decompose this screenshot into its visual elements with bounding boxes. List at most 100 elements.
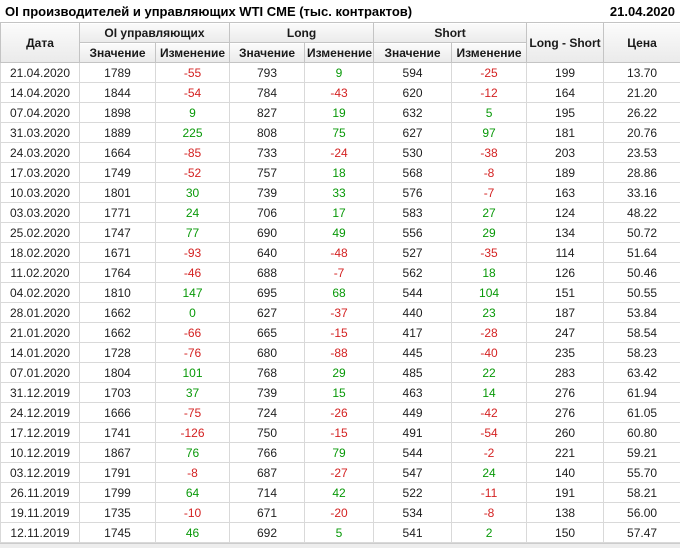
cell-long-value: 739: [229, 382, 306, 403]
cell-date: 25.02.2020: [0, 222, 80, 243]
cell-long-short: 191: [526, 482, 605, 503]
cell-price: 56.00: [603, 502, 680, 523]
subheader-short-value: Значение: [373, 42, 453, 63]
cell-oi-change: -126: [154, 422, 231, 443]
cell-long-value: 687: [229, 462, 306, 483]
cell-oi-value: 1810: [79, 282, 156, 303]
cell-long-change: 17: [304, 202, 375, 223]
col-header-price: Цена: [603, 22, 680, 63]
cell-oi-change: 101: [154, 362, 231, 383]
cell-short-change: 23: [451, 302, 528, 323]
table-row: 21.04.2020 1789 -55 793 9 594 -25 199 13…: [0, 62, 680, 83]
cell-price: 50.46: [603, 262, 680, 283]
cell-price: 33.16: [603, 182, 680, 203]
cell-date: 10.12.2019: [0, 442, 80, 463]
cell-oi-change: -85: [154, 142, 231, 163]
cell-oi-value: 1666: [79, 402, 156, 423]
cell-long-short: 189: [526, 162, 605, 183]
table-row: 14.04.2020 1844 -54 784 -43 620 -12 164 …: [0, 82, 680, 103]
cell-long-change: -7: [304, 262, 375, 283]
cell-price: 61.94: [603, 382, 680, 403]
group-header-oi: OI управляющих: [78, 22, 231, 43]
cell-short-value: 530: [373, 142, 453, 163]
cell-long-short: 138: [526, 502, 605, 523]
cell-long-value: 733: [229, 142, 306, 163]
cell-long-short: 151: [526, 282, 605, 303]
cell-short-change: -11: [451, 482, 528, 503]
cell-date: 21.04.2020: [0, 62, 80, 83]
cell-long-change: 29: [304, 362, 375, 383]
cell-long-change: 15: [304, 382, 375, 403]
cell-short-change: 18: [451, 262, 528, 283]
cell-oi-change: -66: [154, 322, 231, 343]
cell-oi-value: 1791: [79, 462, 156, 483]
cell-oi-value: 1889: [79, 122, 156, 143]
table-row: 25.02.2020 1747 77 690 49 556 29 134 50.…: [0, 222, 680, 243]
subheader-long-value: Значение: [229, 42, 306, 63]
cell-date: 07.01.2020: [0, 362, 80, 383]
cell-date: 19.11.2019: [0, 502, 80, 523]
oi-table: Дата OI управляющих Long Short Long - Sh…: [0, 22, 680, 543]
cell-price: 23.53: [603, 142, 680, 163]
cell-short-value: 440: [373, 302, 453, 323]
table-row: 07.01.2020 1804 101 768 29 485 22 283 63…: [0, 362, 680, 383]
table-row: 17.03.2020 1749 -52 757 18 568 -8 189 28…: [0, 162, 680, 183]
cell-short-change: -2: [451, 442, 528, 463]
cell-price: 58.23: [603, 342, 680, 363]
cell-date: 10.03.2020: [0, 182, 80, 203]
table-row: 14.01.2020 1728 -76 680 -88 445 -40 235 …: [0, 342, 680, 363]
cell-long-short: 203: [526, 142, 605, 163]
cell-long-short: 150: [526, 522, 605, 543]
cell-long-short: 140: [526, 462, 605, 483]
cell-price: 55.70: [603, 462, 680, 483]
cell-long-short: 276: [526, 402, 605, 423]
cell-date: 28.01.2020: [0, 302, 80, 323]
cell-short-value: 463: [373, 382, 453, 403]
cell-long-change: 19: [304, 102, 375, 123]
cell-long-change: 33: [304, 182, 375, 203]
cell-short-change: 14: [451, 382, 528, 403]
cell-price: 63.42: [603, 362, 680, 383]
table-row: 18.02.2020 1671 -93 640 -48 527 -35 114 …: [0, 242, 680, 263]
cell-date: 04.02.2020: [0, 282, 80, 303]
cell-long-value: 688: [229, 262, 306, 283]
cell-price: 21.20: [603, 82, 680, 103]
cell-short-change: -8: [451, 502, 528, 523]
cell-long-short: 126: [526, 262, 605, 283]
table-body: 21.04.2020 1789 -55 793 9 594 -25 199 13…: [0, 62, 680, 543]
cell-date: 24.03.2020: [0, 142, 80, 163]
cell-short-change: -35: [451, 242, 528, 263]
cell-short-change: -40: [451, 342, 528, 363]
cell-short-change: -38: [451, 142, 528, 163]
cell-oi-change: 77: [154, 222, 231, 243]
cell-long-short: 260: [526, 422, 605, 443]
cell-short-value: 632: [373, 102, 453, 123]
cell-oi-change: -76: [154, 342, 231, 363]
cell-oi-change: -10: [154, 502, 231, 523]
cell-date: 24.12.2019: [0, 402, 80, 423]
table-row: 17.12.2019 1741 -126 750 -15 491 -54 260…: [0, 422, 680, 443]
cell-long-value: 757: [229, 162, 306, 183]
table-row: 21.01.2020 1662 -66 665 -15 417 -28 247 …: [0, 322, 680, 343]
cell-long-short: 114: [526, 242, 605, 263]
cell-long-change: -26: [304, 402, 375, 423]
table-header: Дата OI управляющих Long Short Long - Sh…: [0, 22, 680, 63]
cell-price: 26.22: [603, 102, 680, 123]
table-row: 19.11.2019 1735 -10 671 -20 534 -8 138 5…: [0, 502, 680, 523]
report-date: 21.04.2020: [609, 3, 675, 19]
cell-long-change: 9: [304, 62, 375, 83]
cell-short-change: -8: [451, 162, 528, 183]
cell-long-value: 671: [229, 502, 306, 523]
cell-price: 59.21: [603, 442, 680, 463]
bottom-strip: [0, 543, 680, 548]
cell-long-short: 199: [526, 62, 605, 83]
cell-long-value: 714: [229, 482, 306, 503]
cell-oi-value: 1898: [79, 102, 156, 123]
cell-oi-value: 1801: [79, 182, 156, 203]
cell-long-value: 808: [229, 122, 306, 143]
cell-short-value: 485: [373, 362, 453, 383]
cell-short-value: 576: [373, 182, 453, 203]
cell-long-value: 695: [229, 282, 306, 303]
cell-long-short: 247: [526, 322, 605, 343]
